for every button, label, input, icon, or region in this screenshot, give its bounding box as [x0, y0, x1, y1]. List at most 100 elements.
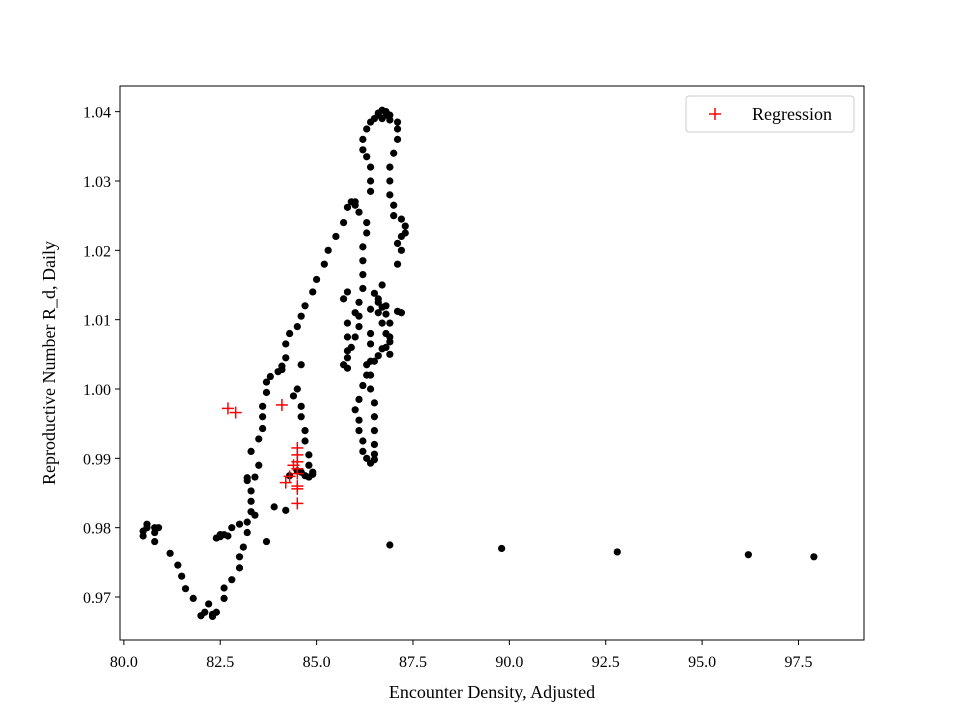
x-tick-label: 90.0	[495, 654, 523, 671]
data-point	[220, 584, 228, 592]
data-point	[374, 295, 382, 303]
regression-point	[279, 476, 292, 489]
data-point	[247, 447, 255, 456]
data-point	[386, 541, 394, 549]
data-point	[363, 361, 371, 369]
data-point	[393, 260, 402, 268]
data-point	[151, 528, 159, 537]
data-point	[351, 309, 359, 317]
data-point	[359, 437, 367, 445]
data-point	[251, 511, 259, 519]
data-point	[374, 309, 382, 317]
data-point	[366, 340, 375, 348]
data-point	[259, 413, 267, 421]
data-point	[151, 537, 159, 546]
data-point	[386, 116, 394, 124]
data-point	[351, 201, 359, 209]
data-point	[293, 385, 301, 393]
data-point	[235, 553, 244, 561]
data-point	[366, 371, 375, 379]
data-point	[355, 395, 363, 404]
x-axis-label: Encounter Density, Adjusted	[389, 682, 595, 702]
data-point	[378, 319, 386, 327]
data-point	[366, 118, 375, 126]
y-axis-ticks: 0.97 0.98 0.99 1.00 1.01 1.02 1.03 1.04	[83, 105, 120, 607]
data-point	[390, 201, 398, 209]
data-point	[235, 520, 244, 528]
data-point	[355, 416, 363, 424]
x-tick-label: 97.5	[784, 654, 812, 671]
x-tick-label: 87.5	[399, 654, 427, 671]
y-tick-label: 1.03	[83, 174, 111, 191]
data-point	[174, 561, 182, 569]
data-point	[301, 437, 309, 445]
data-point	[266, 372, 274, 381]
data-point	[143, 520, 151, 528]
data-point	[370, 456, 379, 464]
data-point	[262, 388, 271, 397]
data-point	[370, 450, 379, 458]
data-point	[205, 600, 213, 608]
data-point	[390, 212, 398, 220]
data-point	[201, 608, 209, 616]
series-regression	[221, 398, 304, 510]
data-point	[359, 257, 367, 265]
data-point	[343, 203, 352, 211]
data-point	[374, 352, 382, 360]
data-point	[386, 350, 394, 358]
data-point	[339, 218, 348, 227]
data-point	[355, 427, 363, 435]
data-point	[228, 524, 236, 532]
data-point	[301, 427, 309, 435]
data-point	[370, 399, 379, 407]
data-point	[297, 312, 305, 320]
data-point	[378, 281, 386, 289]
data-point	[366, 163, 375, 171]
data-point	[228, 576, 236, 584]
data-point	[247, 497, 255, 505]
data-point	[305, 451, 313, 459]
data-point	[235, 564, 244, 572]
data-point	[220, 594, 228, 602]
data-point	[370, 427, 379, 435]
y-tick-label: 0.98	[83, 521, 111, 538]
data-point	[339, 295, 348, 303]
data-point	[181, 585, 190, 593]
data-point	[166, 549, 174, 557]
data-point	[366, 187, 375, 195]
regression-point	[283, 470, 296, 483]
data-point	[251, 473, 259, 481]
data-point	[309, 288, 317, 296]
data-point	[363, 218, 371, 227]
x-tick-label: 85.0	[303, 654, 331, 671]
data-point	[382, 302, 390, 310]
data-point	[293, 322, 301, 331]
data-point	[243, 518, 251, 526]
data-point	[359, 284, 367, 293]
data-point	[343, 333, 352, 341]
data-point	[386, 163, 394, 171]
data-point	[370, 357, 379, 365]
data-point	[255, 435, 263, 443]
data-point	[397, 309, 406, 317]
data-point	[289, 392, 298, 400]
data-point	[243, 528, 251, 537]
data-point	[259, 402, 267, 410]
data-point	[282, 354, 290, 362]
data-point	[359, 381, 367, 390]
data-point	[393, 118, 402, 126]
data-point	[359, 270, 367, 279]
data-point	[359, 447, 367, 456]
data-point	[370, 440, 379, 449]
data-point	[363, 125, 371, 133]
data-point	[355, 208, 363, 216]
data-point	[386, 333, 394, 341]
regression-point	[291, 467, 304, 480]
data-point	[305, 461, 313, 469]
data-point	[386, 319, 394, 327]
data-point	[393, 135, 402, 143]
data-point	[320, 260, 328, 268]
data-point	[343, 347, 352, 355]
data-point	[343, 354, 352, 362]
